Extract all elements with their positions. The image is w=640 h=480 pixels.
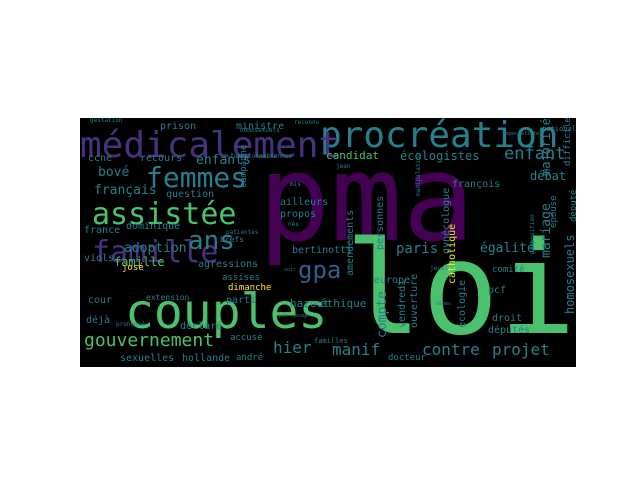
cloud-word: députés bbox=[488, 325, 531, 336]
cloud-word: brefs bbox=[220, 235, 245, 244]
cloud-word: familles bbox=[314, 337, 348, 345]
cloud-word: propos bbox=[280, 209, 317, 220]
cloud-word: vendredi bbox=[397, 279, 408, 328]
cloud-word: amendements bbox=[345, 209, 356, 276]
cloud-word: compte bbox=[375, 291, 390, 338]
cloud-word: éthique bbox=[320, 297, 367, 310]
cloud-word: comité bbox=[492, 265, 525, 275]
cloud-word: france bbox=[84, 225, 121, 236]
cloud-word: manipulation bbox=[415, 152, 422, 196]
cloud-word: égalité bbox=[480, 241, 535, 256]
cloud-word: ccne bbox=[88, 153, 113, 164]
cloud-word: catholique bbox=[447, 223, 458, 284]
cloud-word: lol bbox=[278, 313, 288, 319]
cloud-word: agressions bbox=[198, 259, 259, 270]
cloud-word: contre bbox=[422, 340, 480, 359]
cloud-word: patientes bbox=[226, 229, 259, 236]
cloud-word: ans bbox=[188, 226, 235, 256]
cloud-word: lesbiennes bbox=[256, 153, 293, 160]
cloud-word: gouvernement bbox=[84, 330, 215, 351]
cloud-word: andré bbox=[236, 353, 264, 363]
cloud-word: écologistes bbox=[400, 149, 480, 163]
cloud-word: recours bbox=[140, 153, 183, 164]
cloud-word: usage bbox=[294, 313, 310, 319]
cloud-word: prononcé bbox=[116, 321, 145, 328]
cloud-word: hollande bbox=[182, 353, 231, 364]
cloud-word: europe bbox=[374, 275, 411, 286]
cloud-word: dominique bbox=[126, 221, 181, 232]
cloud-word: prison bbox=[160, 121, 197, 132]
cloud-word: françois bbox=[452, 179, 501, 190]
cloud-word: gpa bbox=[298, 256, 342, 284]
cloud-word: médicalement bbox=[80, 125, 341, 166]
cloud-word: écologie bbox=[457, 279, 468, 328]
cloud-word: mis bbox=[290, 181, 301, 188]
cloud-word: assises bbox=[222, 273, 260, 283]
cloud-word: député bbox=[569, 189, 576, 222]
cloud-word: nés bbox=[288, 221, 299, 228]
cloud-word: assistée bbox=[92, 197, 237, 232]
cloud-word: procréation bbox=[320, 118, 559, 156]
cloud-word: droit bbox=[492, 313, 523, 324]
cloud-word: gestation bbox=[90, 118, 123, 124]
cloud-word: couples bbox=[125, 284, 328, 340]
cloud-word: docteur bbox=[388, 353, 426, 363]
cloud-word: reconnu bbox=[294, 119, 320, 126]
cloud-word: spécialiste bbox=[506, 131, 540, 137]
cloud-word: soir bbox=[284, 267, 297, 273]
cloud-word: accusé bbox=[230, 333, 263, 343]
cloud-word: manif bbox=[332, 340, 381, 359]
cloud-word: épouse bbox=[549, 195, 559, 228]
cloud-word: projet bbox=[492, 340, 550, 359]
cloud-word: proposition bbox=[529, 214, 536, 254]
cloud-word: bébés bbox=[436, 301, 452, 307]
cloud-word: déclaré bbox=[180, 321, 223, 332]
cloud-word: homosexuels bbox=[240, 127, 280, 134]
cloud-word: cour bbox=[88, 295, 113, 306]
cloud-word: personnes bbox=[375, 195, 386, 250]
cloud-word: ouverture bbox=[409, 273, 420, 328]
cloud-word: viols bbox=[84, 253, 115, 264]
cloud-word: hazout bbox=[290, 297, 330, 310]
cloud-word: question bbox=[166, 189, 215, 200]
cloud-word: pma bbox=[258, 130, 475, 269]
cloud-word: fonctionnaire bbox=[230, 153, 277, 160]
cloud-word: déjà bbox=[86, 315, 111, 326]
cloud-word: josé bbox=[122, 263, 144, 273]
cloud-word: homosexuels bbox=[563, 234, 576, 314]
cloud-word: ailleurs bbox=[280, 197, 329, 208]
cloud-word: bertinotti bbox=[292, 245, 353, 256]
cloud-word: bové bbox=[98, 165, 130, 180]
cloud-word: famille bbox=[92, 235, 219, 270]
cloud-word: femmes bbox=[146, 161, 248, 194]
cloud-word: candidat bbox=[326, 149, 379, 162]
cloud-word: débat bbox=[530, 169, 567, 183]
cloud-word: campagne bbox=[239, 144, 249, 188]
cloud-word: dimanche bbox=[228, 283, 272, 293]
cloud-word: loi bbox=[344, 215, 576, 364]
word-cloud: pma loi couples procréation médicalement… bbox=[80, 118, 576, 367]
cloud-word: enfants bbox=[196, 153, 251, 168]
cloud-word: extension bbox=[146, 293, 190, 302]
cloud-word: jeudi bbox=[430, 265, 449, 272]
cloud-word: adoption bbox=[124, 241, 187, 256]
cloud-word: jean bbox=[336, 163, 351, 170]
cloud-word: français bbox=[94, 183, 157, 198]
cloud-word: enfant bbox=[504, 144, 566, 164]
cloud-word: parti bbox=[226, 295, 257, 306]
cloud-word: hier bbox=[273, 338, 312, 357]
cloud-word: famille bbox=[114, 255, 165, 269]
cloud-word: pcf bbox=[488, 285, 507, 296]
cloud-word: national bbox=[542, 125, 576, 133]
cloud-word: ministre bbox=[236, 121, 285, 132]
cloud-word: paris bbox=[396, 241, 439, 257]
cloud-word: sexuelles bbox=[120, 353, 175, 364]
